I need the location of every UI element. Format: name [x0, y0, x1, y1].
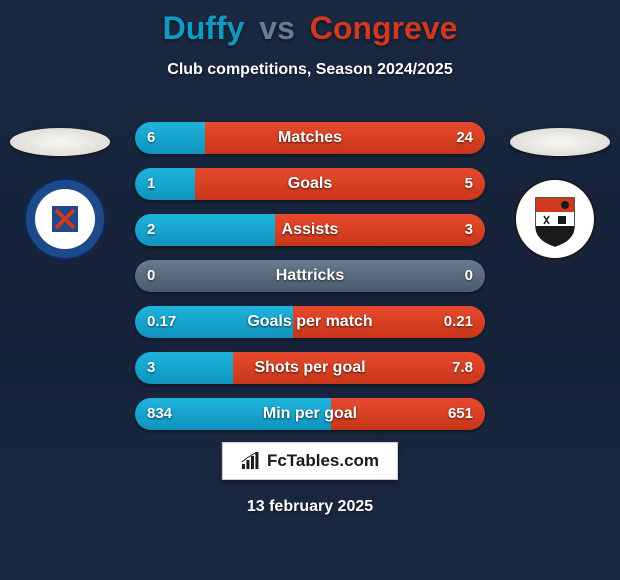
stat-row: 624Matches	[135, 122, 485, 154]
title-right: Congreve	[310, 10, 458, 46]
stat-row: 00Hattricks	[135, 260, 485, 292]
title-vs: vs	[259, 10, 295, 46]
chart-icon	[241, 452, 261, 470]
stat-label: Assists	[135, 214, 485, 246]
brand-text: FcTables.com	[267, 451, 379, 471]
stat-row: 834651Min per goal	[135, 398, 485, 430]
stat-row: 23Assists	[135, 214, 485, 246]
stat-row: 37.8Shots per goal	[135, 352, 485, 384]
subtitle: Club competitions, Season 2024/2025	[0, 61, 620, 79]
player-ellipse-left	[10, 128, 110, 156]
brand-box[interactable]: FcTables.com	[222, 442, 398, 480]
bromley-badge	[514, 178, 596, 260]
stat-label: Matches	[135, 122, 485, 154]
chesterfield-badge	[24, 178, 106, 260]
title-left: Duffy	[163, 10, 245, 46]
stat-label: Min per goal	[135, 398, 485, 430]
stat-label: Hattricks	[135, 260, 485, 292]
stat-label: Goals	[135, 168, 485, 200]
page-title: Duffy vs Congreve	[0, 0, 620, 47]
stats-container: 624Matches 15Goals 23Assists 00Hattricks 0.1…	[135, 122, 485, 444]
player-ellipse-right	[510, 128, 610, 156]
stat-row: 15Goals	[135, 168, 485, 200]
stat-label: Goals per match	[135, 306, 485, 338]
stat-row: 0.170.21Goals per match	[135, 306, 485, 338]
stat-label: Shots per goal	[135, 352, 485, 384]
date-text: 13 february 2025	[0, 498, 620, 516]
